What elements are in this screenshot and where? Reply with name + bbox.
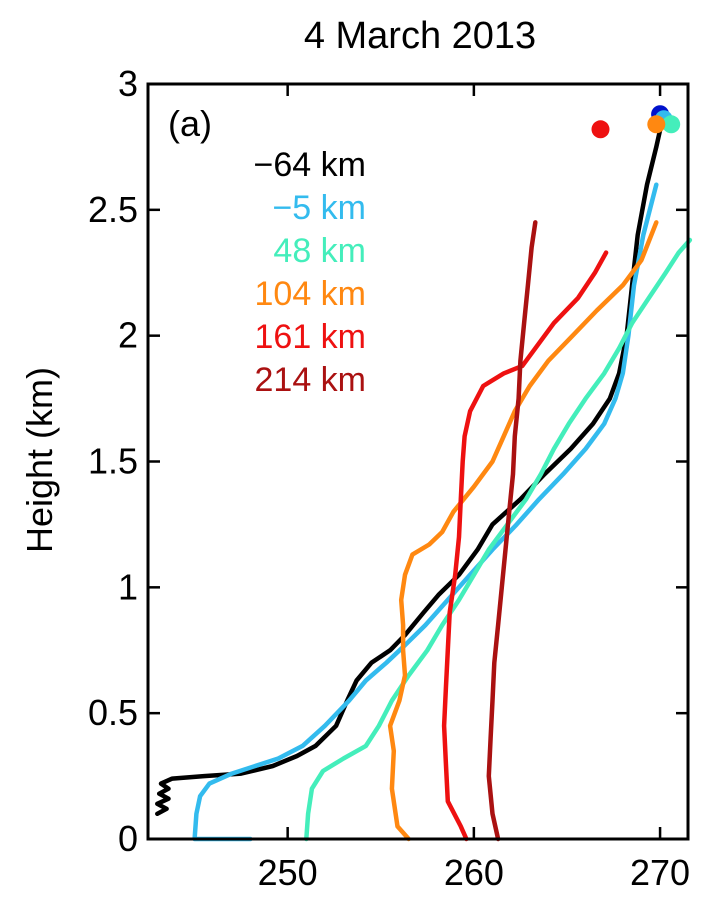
y-tick-label: 1 xyxy=(118,566,138,607)
legend-entry-214-km: 214 km xyxy=(255,361,367,399)
y-axis-label: Height (km) xyxy=(19,367,60,553)
y-tick-label: 2.5 xyxy=(88,189,138,230)
x-tick-label: 250 xyxy=(258,852,318,893)
y-tick-label: 1.5 xyxy=(88,441,138,482)
chart-title: 4 March 2013 xyxy=(304,15,536,57)
series-line-48-km xyxy=(304,237,693,842)
marker-161-km xyxy=(591,120,610,139)
marker-104-km xyxy=(647,115,666,134)
legend: −64 km −5 km 48 km 104 km 161 km 214 km xyxy=(254,146,366,399)
series-line-minus-5-km xyxy=(192,182,659,842)
y-tick-label: 3 xyxy=(118,63,138,104)
legend-entry-minus-5-km: −5 km xyxy=(272,189,366,227)
panel-label: (a) xyxy=(168,103,212,144)
y-tick-label: 0.5 xyxy=(88,692,138,733)
y-tick-label: 2 xyxy=(118,315,138,356)
series-line-161-km xyxy=(441,250,609,842)
legend-entry-161-km: 161 km xyxy=(255,318,367,356)
legend-entry-minus-64-km: −64 km xyxy=(254,146,366,184)
x-tick-label: 260 xyxy=(444,852,504,893)
marker-48-km xyxy=(662,115,681,134)
plot-frame xyxy=(146,82,690,841)
axis-ticks: 0 0.5 1 1.5 2 2.5 3 250 260 270 xyxy=(88,63,690,893)
x-tick-label: 270 xyxy=(630,852,690,893)
series-line-minus-64-km xyxy=(155,119,665,817)
legend-entry-104-km: 104 km xyxy=(255,275,367,313)
y-tick-label: 0 xyxy=(118,818,138,859)
legend-entry-48-km: 48 km xyxy=(273,232,366,270)
top-markers xyxy=(591,105,681,139)
series-line-104-km xyxy=(387,220,659,842)
series-lines xyxy=(155,119,693,842)
series-line-214-km xyxy=(486,220,538,842)
